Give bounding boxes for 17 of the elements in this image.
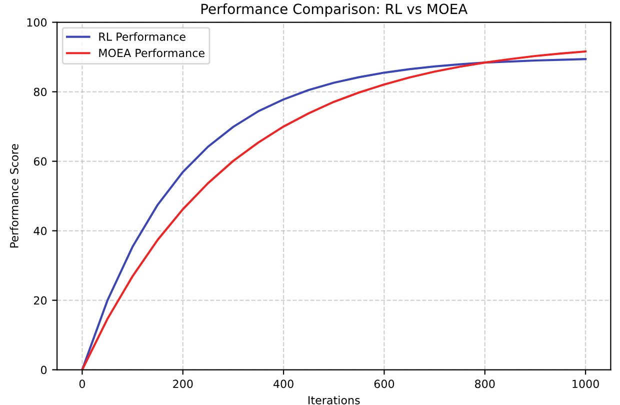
y-tick-label: 100	[27, 18, 47, 27]
x-tick-label: 600	[374, 380, 394, 388]
x-tick-label: 400	[273, 380, 294, 388]
x-tick-label: 1000	[572, 380, 599, 388]
y-tick-label: 40	[34, 226, 47, 236]
y-tick-label: 80	[34, 88, 47, 96]
x-axis-title: Iterations	[308, 396, 360, 404]
y-tick-label: 60	[34, 157, 47, 166]
x-tick-label: 0	[79, 380, 86, 388]
y-tick-label: 0	[40, 366, 47, 374]
chart-title: Performance Comparison: RL vs MOEA	[201, 3, 468, 17]
y-tick-label: 20	[34, 296, 47, 305]
legend-label: MOEA Performance	[99, 48, 204, 58]
legend-label: RL Performance	[99, 32, 186, 41]
y-axis-title: Performance Score	[10, 144, 18, 248]
x-tick-label: 800	[475, 380, 495, 388]
x-tick-label: 200	[173, 380, 193, 388]
